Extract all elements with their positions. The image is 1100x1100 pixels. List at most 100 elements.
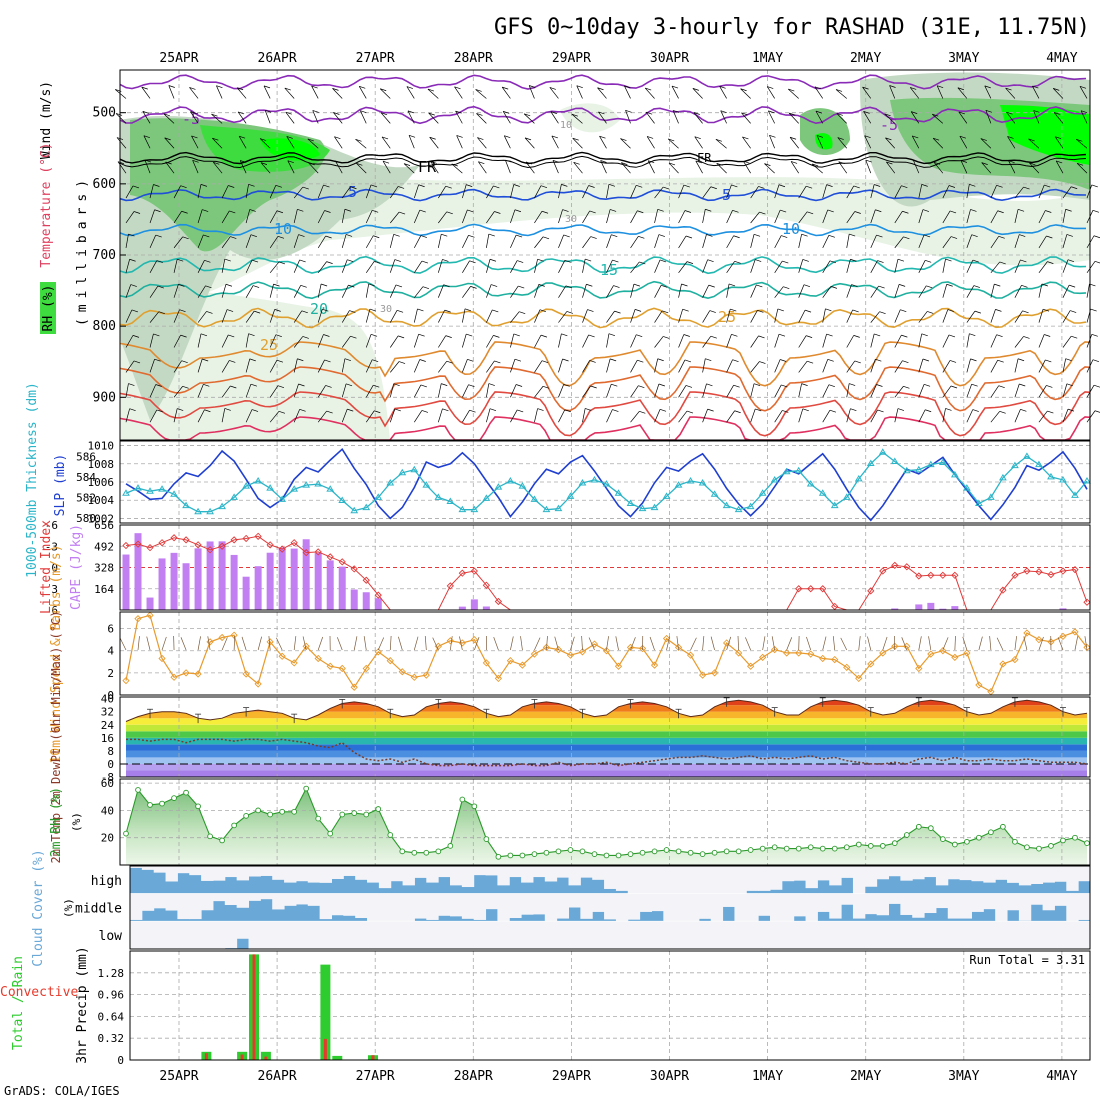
wind-barb-flag — [668, 138, 675, 142]
wind10m-barb — [1038, 636, 1044, 651]
cloud-gap — [414, 921, 427, 949]
thickness-point — [842, 493, 851, 500]
isotherm-label: 10 — [274, 220, 292, 238]
wind-barb — [197, 234, 204, 249]
wind-barb — [822, 209, 829, 224]
li-point — [951, 571, 959, 579]
wind-barb — [1062, 234, 1068, 248]
precip-total-bar — [332, 1055, 343, 1060]
cloud-gap — [165, 921, 178, 949]
wind-barb-flag — [970, 209, 977, 212]
wind-barb — [406, 86, 415, 99]
wind-barb-flag — [347, 408, 354, 412]
wind-barb — [197, 384, 204, 398]
wind-barb — [221, 284, 227, 298]
wind-barb-flag — [131, 309, 139, 313]
wind-barb-flag — [273, 283, 280, 287]
cloud-gap — [426, 893, 439, 920]
wind-barb — [582, 334, 589, 348]
wind-barb — [606, 310, 615, 323]
wind-barb-flag — [589, 360, 596, 363]
cloud-gap — [793, 893, 807, 917]
wind-barb-flag — [1005, 87, 1012, 91]
wind-barb — [644, 87, 655, 99]
rh2m-point — [915, 823, 922, 830]
wind-barb — [1033, 110, 1040, 124]
cloud-gap — [1007, 921, 1020, 949]
wind-barb-flag — [200, 184, 208, 187]
cloud-gap — [355, 866, 368, 880]
wind-barb-flag — [903, 385, 910, 389]
wind-barb-flag — [446, 360, 453, 364]
wind-barb — [678, 235, 687, 249]
cloud-gap — [568, 866, 581, 886]
wind-barb-flag — [564, 409, 571, 413]
wind-barb — [173, 334, 181, 348]
wind-barb-flag — [467, 359, 474, 362]
wind-barb — [164, 137, 175, 149]
thickness-point — [962, 484, 971, 491]
cape-bar — [182, 563, 190, 610]
wind-barb — [534, 386, 544, 398]
chart-title: GFS 0~10day 3-hourly for RASHAD (31E, 11… — [494, 15, 1090, 40]
cloud-gap — [402, 893, 415, 922]
bottom-date-label: 27APR — [356, 1069, 395, 1084]
wind-barb-flag — [899, 284, 906, 287]
wind-barb-flag — [850, 258, 857, 262]
wind10m-point — [614, 662, 623, 670]
wind-barb-flag — [997, 359, 1004, 363]
rh2m-point — [135, 787, 141, 793]
wind-barb — [245, 358, 251, 373]
wind-barb — [606, 259, 613, 273]
wind-barb — [918, 384, 925, 398]
cloud-gap — [888, 893, 901, 904]
wind-barb-flag — [398, 361, 406, 364]
cloud-gap — [343, 866, 356, 876]
wind-barb — [413, 308, 418, 323]
wind-barb-flag — [278, 410, 286, 414]
wind-barb-flag — [789, 112, 796, 116]
wind-barb — [894, 236, 904, 249]
thickness-point — [182, 501, 190, 509]
rh2m-tick-label: 40 — [101, 804, 114, 817]
thickness-point — [194, 507, 202, 515]
wind-barb-flag — [638, 385, 645, 389]
rh2m-point — [579, 848, 586, 855]
wind-barb — [389, 383, 395, 398]
isotherm-label: -5 — [880, 116, 898, 134]
cloud-gap — [971, 866, 984, 882]
rh2m-point — [627, 851, 634, 857]
cloud-gap — [438, 866, 451, 878]
rh2m-unit: (%) — [70, 812, 83, 832]
cloud-gap — [556, 921, 570, 949]
wind-barb — [462, 384, 469, 398]
wind10m-tick-label: 6 — [107, 623, 114, 636]
wind-barb-flag — [562, 358, 569, 362]
bottom-date-label: 25APR — [159, 1069, 198, 1084]
wind-barb — [846, 234, 850, 248]
wind-barb — [462, 209, 468, 224]
wind-barb — [822, 410, 831, 423]
wind-barb — [932, 113, 944, 124]
cloud-gap — [284, 921, 297, 949]
wind-barb — [486, 259, 491, 273]
wind10m-point — [771, 645, 779, 654]
cloud-gap — [556, 893, 570, 919]
isotherm-lower — [119, 341, 1091, 387]
wind-barb — [534, 284, 540, 298]
wind-barb-flag — [248, 183, 255, 187]
cloud-row-label: low — [99, 929, 123, 944]
cloud-gap — [224, 921, 238, 949]
wind-barb — [365, 308, 371, 323]
wind-barb-flag — [321, 283, 328, 287]
wind-barb-flag — [394, 408, 401, 412]
wind-barb — [311, 85, 319, 99]
cloud-gap — [698, 866, 712, 894]
cloud-gap — [485, 893, 498, 910]
wind-barb-flag — [335, 160, 342, 164]
li-point — [807, 585, 815, 593]
rh2m-point — [795, 845, 802, 852]
wind-barb — [702, 310, 711, 323]
wind-barb — [576, 85, 583, 99]
